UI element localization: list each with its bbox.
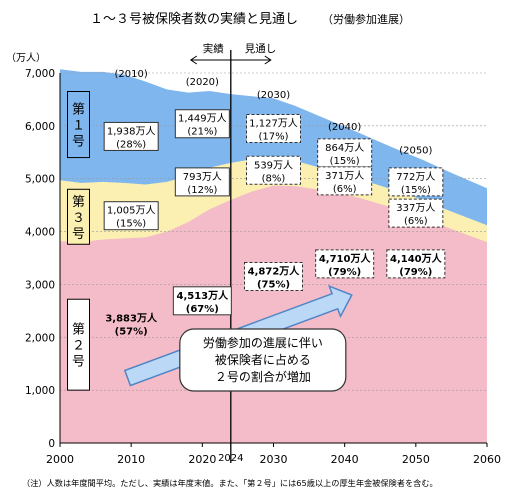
x-tick-label: 2010 [117,453,145,466]
data-label-percent: (15%) [330,156,360,167]
data-label-percent: (21%) [187,127,217,138]
callout-line: 被保険者に占める [215,352,311,367]
y-axis-label: （万人） [6,52,46,64]
data-label-value: 337万人 [396,202,435,214]
data-label-value: 4,513万人 [177,289,230,302]
period-arrow [189,55,272,65]
group-label-char: 第 [72,103,85,118]
annotations: 2024 実績 見通し (2010) (2020) (2030) (2040) (2050) 第… [67,42,446,464]
data-label-value: 772万人 [396,171,435,183]
y-tick-label: 3,000 [25,279,55,291]
data-label-percent: (8%) [262,173,286,184]
x-tick-label: 2040 [331,453,359,466]
data-label-box [315,249,375,279]
x-tick-label: 2020 [188,453,216,466]
decade-label: (2030) [257,90,290,101]
axes: 0 1,000 2,000 3,000 4,000 5,000 6,000 7,000 2000… [25,68,501,466]
data-label-box [174,109,230,139]
callout-box [179,328,347,392]
data-label-percent: (67%) [186,304,219,315]
y-tick-label: 7,000 [25,68,55,80]
data-label-value: 1,127万人 [249,118,298,130]
y-tick-label: 4,000 [25,227,55,239]
y-tick-label: 1,000 [25,385,55,397]
data-label-percent: (15%) [116,219,146,230]
group-label-char: 号 [72,227,85,242]
data-label-percent: (12%) [187,185,217,196]
data-label-percent: (28%) [116,139,146,150]
y-tick-label: 5,000 [25,174,55,186]
y-tick-label: 2,000 [25,332,55,344]
y-tick-label: 0 [48,438,55,450]
data-label-box [244,262,303,291]
group-label-char: 号 [72,135,85,150]
data-label-box [103,201,159,231]
x-tick-label: 2060 [473,453,501,466]
data-label-value: 4,140万人 [390,252,443,265]
actual-label: 実績 [203,42,224,55]
data-label-box [317,166,373,196]
decade-label: (2040) [328,122,361,133]
divider-label: 2024 [218,453,243,464]
group-label-char: 第 [72,323,85,338]
group-label-box [67,298,91,391]
data-label-value: 4,872万人 [248,265,301,278]
data-label-percent: (79%) [328,267,361,278]
group-label-box [67,188,91,245]
group-label-box [67,91,91,159]
data-label-percent: (17%) [258,132,288,143]
data-label-box [386,249,446,279]
group-label-char: 第 [72,195,85,210]
data-label-box [388,167,444,197]
group-label-char: １ [72,119,85,134]
data-label-value: 1,938万人 [107,125,156,137]
callout-line: ２号の割合が増加 [215,369,311,384]
data-label-percent: (6%) [333,184,357,195]
x-tick-label: 2050 [402,453,430,466]
data-label-box [172,286,232,316]
footnote: （注）人数は年度間平均。ただし、実績は年度末値。また、「第２号」には65歳以上の… [22,478,438,488]
data-label-value: 371万人 [325,170,364,182]
group-label-char: ２ [72,339,85,354]
chart-title: １～３号被保険者数の実績と見通し [90,11,298,27]
data-label-percent: (79%) [399,267,432,278]
data-label-value: 864万人 [325,142,364,154]
projection-label: 見通し [245,43,276,55]
x-tick-label: 2030 [260,453,288,466]
decade-label: (2050) [399,146,432,157]
data-label-box [317,138,373,168]
data-label-value: 4,710万人 [319,252,372,265]
area-no2 [60,185,487,443]
group-label-char: 号 [72,355,85,370]
data-label-box [103,121,159,151]
data-label-box [174,167,230,197]
data-label-value: 539万人 [254,159,293,171]
data-label-box [246,114,301,143]
data-label-percent: (57%) [115,327,148,338]
group-label-char: ３ [72,211,85,226]
data-label-value: 3,883万人 [105,312,158,325]
area-layers [60,69,487,444]
x-tick-label: 2000 [46,453,74,466]
data-label-box [388,198,444,228]
y-tick-label: 6,000 [25,121,55,133]
data-label-percent: (6%) [404,216,428,227]
data-label-box [246,155,301,185]
data-label-value: 1,449万人 [178,113,227,125]
data-label-value: 793万人 [183,171,222,183]
decade-label: (2010) [115,69,148,80]
data-label-percent: (15%) [401,185,431,196]
callout-line: 労働参加の進展に伴い [203,335,323,350]
chart-title-suffix: （労働参加進展） [322,12,410,26]
data-label-value: 1,005万人 [107,205,156,217]
decade-label: (2020) [186,77,219,88]
data-label-percent: (75%) [257,280,290,291]
